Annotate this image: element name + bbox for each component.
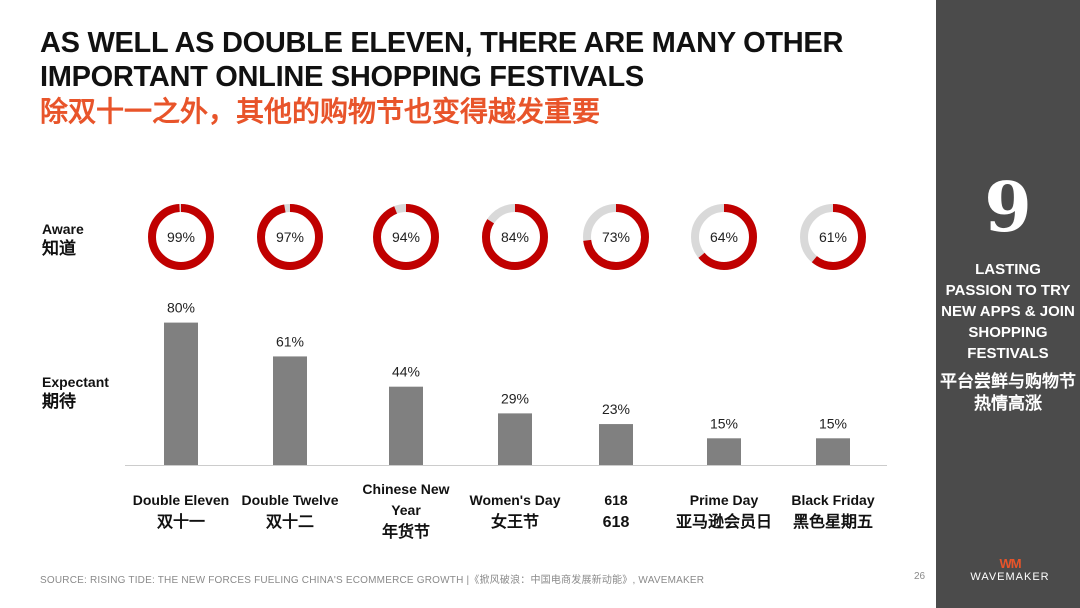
- bar-value-label: 29%: [501, 390, 529, 406]
- category-label-cn: 亚马逊会员日: [676, 512, 772, 531]
- category-label-en: Double Eleven: [133, 492, 229, 508]
- bar-value-label: 61%: [276, 333, 304, 349]
- expectant-bar-group: 80% 61% 44% 29% 23% 15% 15%: [164, 300, 850, 465]
- sidebar-text-en: LASTING PASSION TO TRY NEW APPS & JOIN S…: [941, 261, 1075, 362]
- aware-label-en: Aware: [42, 221, 84, 237]
- category-label-cn: 618: [603, 514, 630, 531]
- expectant-row-label: Expectant 期待: [42, 374, 109, 412]
- aware-donut-arc: [691, 204, 757, 270]
- bar-value-label: 80%: [167, 300, 195, 316]
- festival-chart: 99% 97% 94% 84% 73% 64% 61% 80% 61% 44% 29% 23% 15%…: [125, 204, 887, 541]
- category-label-cn: 黑色星期五: [793, 512, 873, 531]
- aware-donut-arc: [257, 204, 323, 270]
- page-title: AS WELL AS DOUBLE ELEVEN, THERE ARE MANY…: [40, 26, 920, 130]
- expectant-label-en: Expectant: [42, 374, 109, 390]
- sidebar-number: 9: [984, 168, 1032, 248]
- aware-value-label: 73%: [602, 229, 630, 245]
- bar-value-label: 44%: [392, 364, 420, 380]
- category-label-en: Women's Day: [470, 492, 561, 508]
- expectant-bar: [389, 386, 423, 465]
- logo-mark: WM: [999, 556, 1021, 571]
- wavemaker-logo: WM WAVEMAKER: [965, 557, 1055, 584]
- expectant-bar: [164, 322, 198, 465]
- source-note: SOURCE: RISING TIDE: THE NEW FORCES FUEL…: [40, 575, 705, 586]
- expectant-bar: [707, 438, 741, 465]
- expectant-bar: [816, 438, 850, 465]
- category-label-en: Prime Day: [690, 492, 759, 508]
- aware-value-label: 84%: [501, 229, 529, 245]
- sidebar-text-cn: 平台尝鲜与购物节热情高涨: [940, 372, 1076, 413]
- aware-donut-arc: [583, 204, 649, 270]
- aware-donut-arc: [148, 204, 214, 270]
- bar-value-label: 23%: [602, 401, 630, 417]
- logo-name: WAVEMAKER: [970, 571, 1050, 583]
- bar-value-label: 15%: [819, 415, 847, 431]
- expectant-bar: [498, 413, 532, 465]
- aware-label-cn: 知道: [42, 239, 76, 258]
- category-label-en: Black Friday: [791, 492, 874, 508]
- category-label-en: Year: [391, 502, 421, 518]
- aware-value-label: 64%: [710, 229, 738, 245]
- expectant-bar: [273, 356, 307, 465]
- aware-donut-arc: [482, 204, 548, 270]
- aware-donut-group: 99% 97% 94% 84% 73% 64% 61%: [148, 204, 866, 270]
- expectant-label-cn: 期待: [42, 392, 76, 411]
- sidebar-panel: 9 LASTING PASSION TO TRY NEW APPS & JOIN…: [936, 0, 1080, 608]
- title-en: AS WELL AS DOUBLE ELEVEN, THERE ARE MANY…: [40, 27, 844, 93]
- aware-value-label: 97%: [276, 229, 304, 245]
- page-number: 26: [914, 571, 926, 582]
- category-label-en: 618: [604, 492, 628, 508]
- aware-donut-arc: [373, 204, 439, 270]
- aware-value-label: 99%: [167, 229, 195, 245]
- aware-value-label: 94%: [392, 229, 420, 245]
- category-label-en: Double Twelve: [242, 492, 339, 508]
- aware-donut-arc: [800, 204, 866, 270]
- category-label-cn: 女王节: [491, 512, 539, 531]
- category-label-cn: 年货节: [382, 522, 430, 541]
- title-cn: 除双十一之外，其他的购物节也变得越发重要: [40, 96, 601, 127]
- category-label-en: Chinese New: [362, 481, 449, 497]
- expectant-bar: [599, 424, 633, 465]
- aware-row-label: Aware 知道: [42, 221, 84, 259]
- aware-value-label: 61%: [819, 229, 847, 245]
- category-label-cn: 双十一: [157, 512, 205, 531]
- category-label-group: Double Eleven 双十一 Double Twelve 双十二 Chinese …: [133, 481, 875, 541]
- bar-value-label: 15%: [710, 415, 738, 431]
- category-label-cn: 双十二: [266, 512, 314, 531]
